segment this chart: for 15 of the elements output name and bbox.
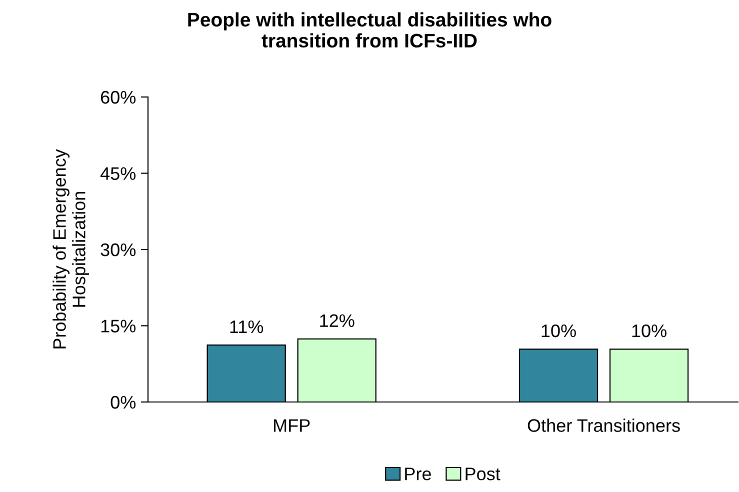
x-tick-label: MFP xyxy=(274,419,310,432)
chart-title: People with intellectual disabilities who transition from ICFs-IID xyxy=(188,12,552,48)
x-tick-label: Other Transitioners xyxy=(528,418,680,432)
data-label: 12% xyxy=(320,314,354,327)
y-tick-label: 15% xyxy=(101,320,136,332)
data-label: 10% xyxy=(542,324,576,338)
legend-label: Pre xyxy=(405,468,431,480)
data-label: 10% xyxy=(632,324,666,338)
y-tick-label: 30% xyxy=(100,243,136,256)
y-tick-label: 0% xyxy=(110,396,136,409)
y-tick-label: 45% xyxy=(100,167,136,180)
legend-label: Post xyxy=(466,468,500,480)
data-label: 11% xyxy=(230,320,264,334)
y-tick-label: 60% xyxy=(100,90,136,104)
y-axis-title: Probability of Emergency Hospitalization xyxy=(52,149,89,348)
